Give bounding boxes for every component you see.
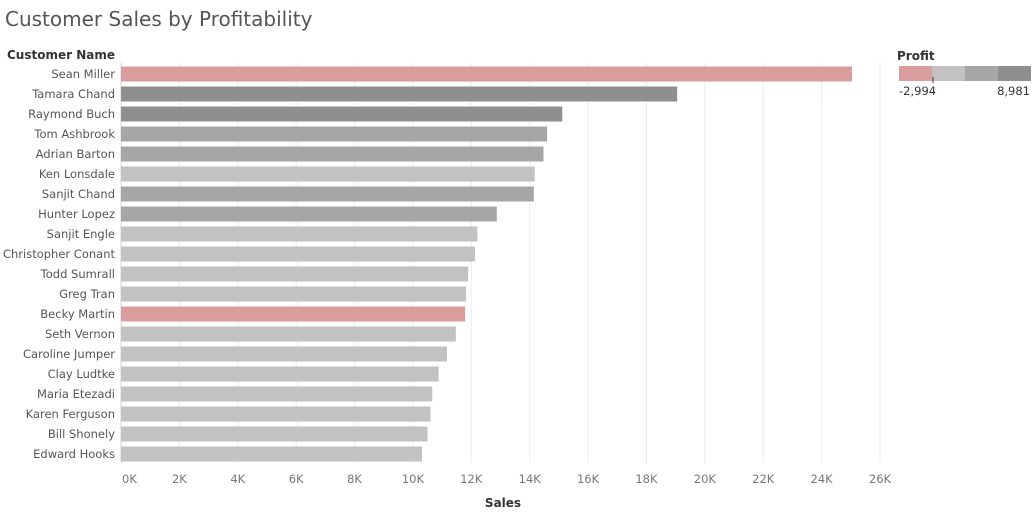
category-label: Becky Martin <box>40 307 115 321</box>
bars-group <box>121 66 853 462</box>
category-label: Todd Sumrall <box>40 267 115 281</box>
category-label: Hunter Lopez <box>38 207 115 221</box>
bar <box>121 186 534 202</box>
bar <box>121 146 544 162</box>
category-label: Greg Tran <box>59 287 115 301</box>
category-label: Caroline Jumper <box>23 347 115 361</box>
x-tick-label: 6K <box>289 472 304 486</box>
category-label: Clay Ludtke <box>48 367 115 381</box>
x-axis-label: Sales <box>485 496 521 510</box>
bar <box>121 126 548 142</box>
x-tick-label: 20K <box>694 472 717 486</box>
legend-min-label: -2,994 <box>899 84 936 98</box>
x-tick-labels: 0K 2K 4K 6K 8K 10K 12K 14K 16K 18K 20K 22K 24K 26K <box>122 472 892 486</box>
bar <box>121 446 422 462</box>
category-label: Sanjit Chand <box>42 187 115 201</box>
bar <box>121 106 563 122</box>
legend-color-step <box>965 66 998 81</box>
bar <box>121 366 439 382</box>
bar <box>121 406 431 422</box>
category-label: Ken Lonsdale <box>39 167 115 181</box>
category-label: Karen Ferguson <box>26 407 115 421</box>
gridlines <box>120 63 881 463</box>
bar <box>121 346 447 362</box>
category-label: Tamara Chand <box>31 87 115 101</box>
category-label: Bill Shonely <box>48 427 115 441</box>
bar <box>121 386 433 402</box>
bar <box>121 166 535 182</box>
bar <box>121 86 678 102</box>
legend-color-step <box>998 66 1031 81</box>
category-label: Sean Miller <box>51 67 115 81</box>
x-tick-label: 24K <box>811 472 834 486</box>
category-label: Sanjit Engle <box>47 227 115 241</box>
legend-color-step <box>932 66 965 81</box>
category-label: Raymond Buch <box>28 107 115 121</box>
x-tick-label: 0K <box>122 472 137 486</box>
bar <box>121 306 466 322</box>
x-tick-label: 22K <box>752 472 775 486</box>
legend-title: Profit <box>897 49 935 63</box>
legend-color-step <box>899 66 932 81</box>
category-label: Christopher Conant <box>3 247 116 261</box>
category-label: Maria Etezadi <box>37 387 115 401</box>
bar <box>121 266 469 282</box>
x-tick-label: 16K <box>577 472 600 486</box>
category-header: Customer Name <box>7 48 115 62</box>
x-tick-label: 4K <box>230 472 245 486</box>
category-labels: Sean Miller Tamara Chand Raymond Buch Tom A… <box>3 67 116 461</box>
bar <box>121 426 428 442</box>
category-label: Seth Vernon <box>45 327 115 341</box>
x-tick-label: 10K <box>402 472 425 486</box>
bar <box>121 326 456 342</box>
legend-color-steps <box>899 66 1031 81</box>
category-label: Adrian Barton <box>36 147 115 161</box>
x-tick-label: 14K <box>519 472 542 486</box>
bar <box>121 246 476 262</box>
x-tick-label: 12K <box>460 472 483 486</box>
bar <box>121 66 853 82</box>
x-tick-label: 8K <box>347 472 362 486</box>
profit-legend: Profit -2,994 8,981 <box>897 49 1031 98</box>
x-tick-label: 18K <box>635 472 658 486</box>
bar <box>121 286 467 302</box>
x-tick-label: 2K <box>172 472 187 486</box>
category-label: Tom Ashbrook <box>33 127 115 141</box>
x-tick-label: 26K <box>869 472 892 486</box>
category-label: Edward Hooks <box>33 447 115 461</box>
bar <box>121 206 497 222</box>
chart-title: Customer Sales by Profitability <box>5 7 313 31</box>
legend-max-label: 8,981 <box>997 84 1030 98</box>
bar <box>121 226 478 242</box>
